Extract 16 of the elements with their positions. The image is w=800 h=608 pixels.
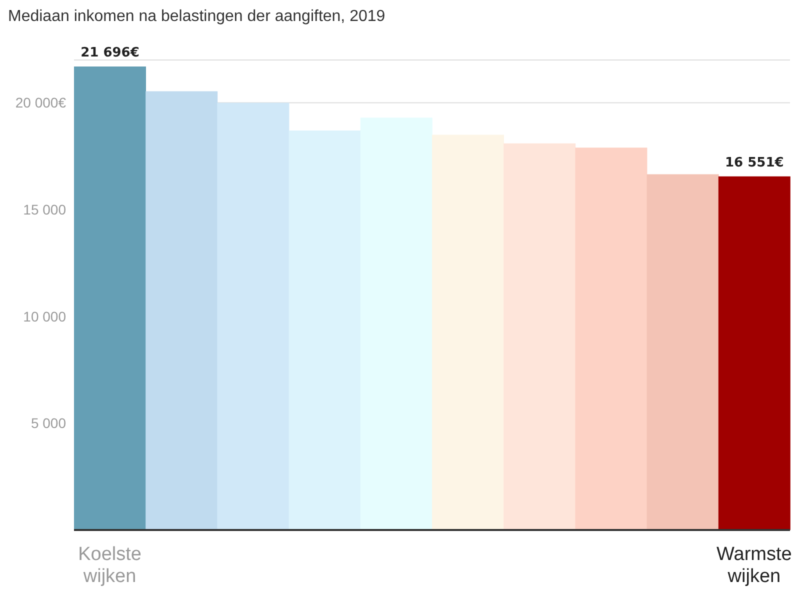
x-tick-label: Warmste wijken [716, 544, 792, 587]
bar [146, 91, 218, 530]
bar [718, 176, 790, 530]
data-label: 21 696€ [80, 45, 140, 60]
data-label: 16 551€ [724, 155, 784, 170]
bar [575, 148, 648, 530]
x-tick-label: Koelste wijken [78, 544, 142, 587]
y-tick-label: 10 000 [23, 308, 66, 324]
bar [504, 143, 576, 530]
bar [74, 66, 146, 530]
y-tick-label: 20 000€ [15, 94, 66, 111]
y-tick-label: 15 000 [23, 202, 66, 218]
bar [646, 174, 719, 530]
bar [432, 134, 504, 530]
y-tick-label: 5 000 [30, 415, 66, 432]
chart-title: Mediaan inkomen na belastingen der aangiften, 2019 [8, 8, 386, 27]
